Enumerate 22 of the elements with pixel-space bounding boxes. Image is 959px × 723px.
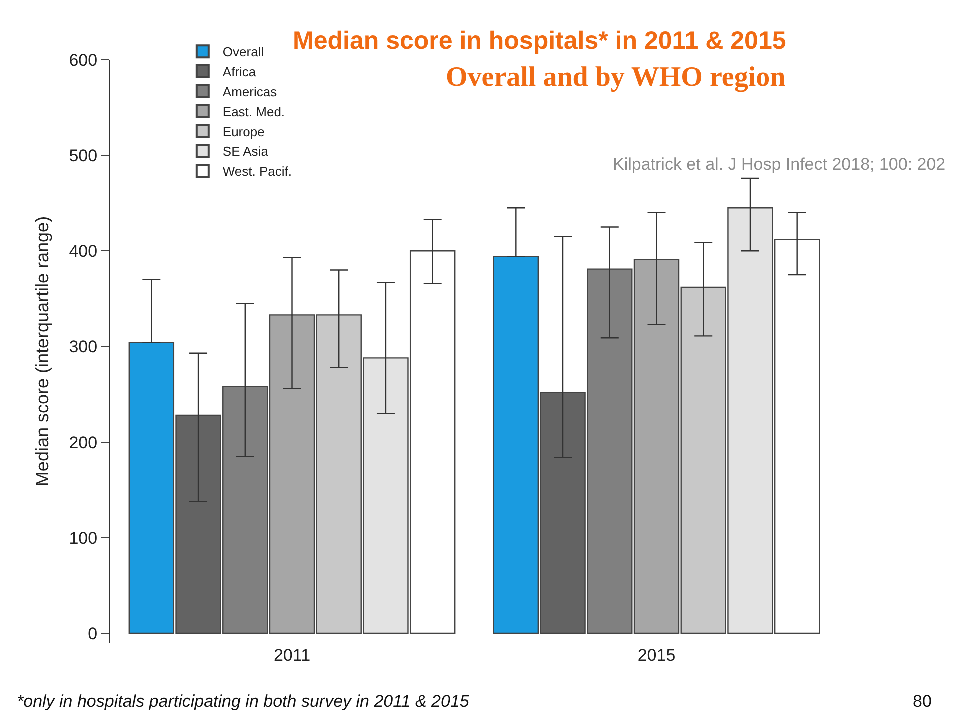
legend-label: East. Med. [222,104,286,120]
y-tick-label: 600 [69,50,98,70]
y-tick-label: 100 [69,528,98,548]
y-tick-label: 0 [88,624,98,644]
x-tick-label: 2011 [274,646,311,665]
annotation: Kilpatrick et al. J Hosp Infect 2018; 100: 202 [613,155,946,174]
legend-label: SE Asia [222,144,270,160]
y-axis-title: Median score (interquartile range) [32,216,52,487]
text: 80 [913,692,932,711]
text: *only in hospitals participating in both survey in 2011 & 2015 [17,692,470,711]
legend-label: Africa [222,64,257,80]
chart-subtitle: Overall and by WHO region [446,62,786,93]
y-tick-label: 300 [69,338,98,357]
x-tick-label: 2015 [638,646,676,665]
chart-title: Median score in hospitals* in 2011 & 2015 [293,27,786,55]
legend-label: Overall [222,44,264,60]
legend-label: West. Pacif. [222,164,292,180]
legend-label: Europe [222,124,265,140]
y-tick-label: 200 [69,433,98,452]
y-tick-label: 500 [69,146,98,166]
y-tick-label: 400 [69,242,98,262]
legend-label: Americas [222,84,278,100]
